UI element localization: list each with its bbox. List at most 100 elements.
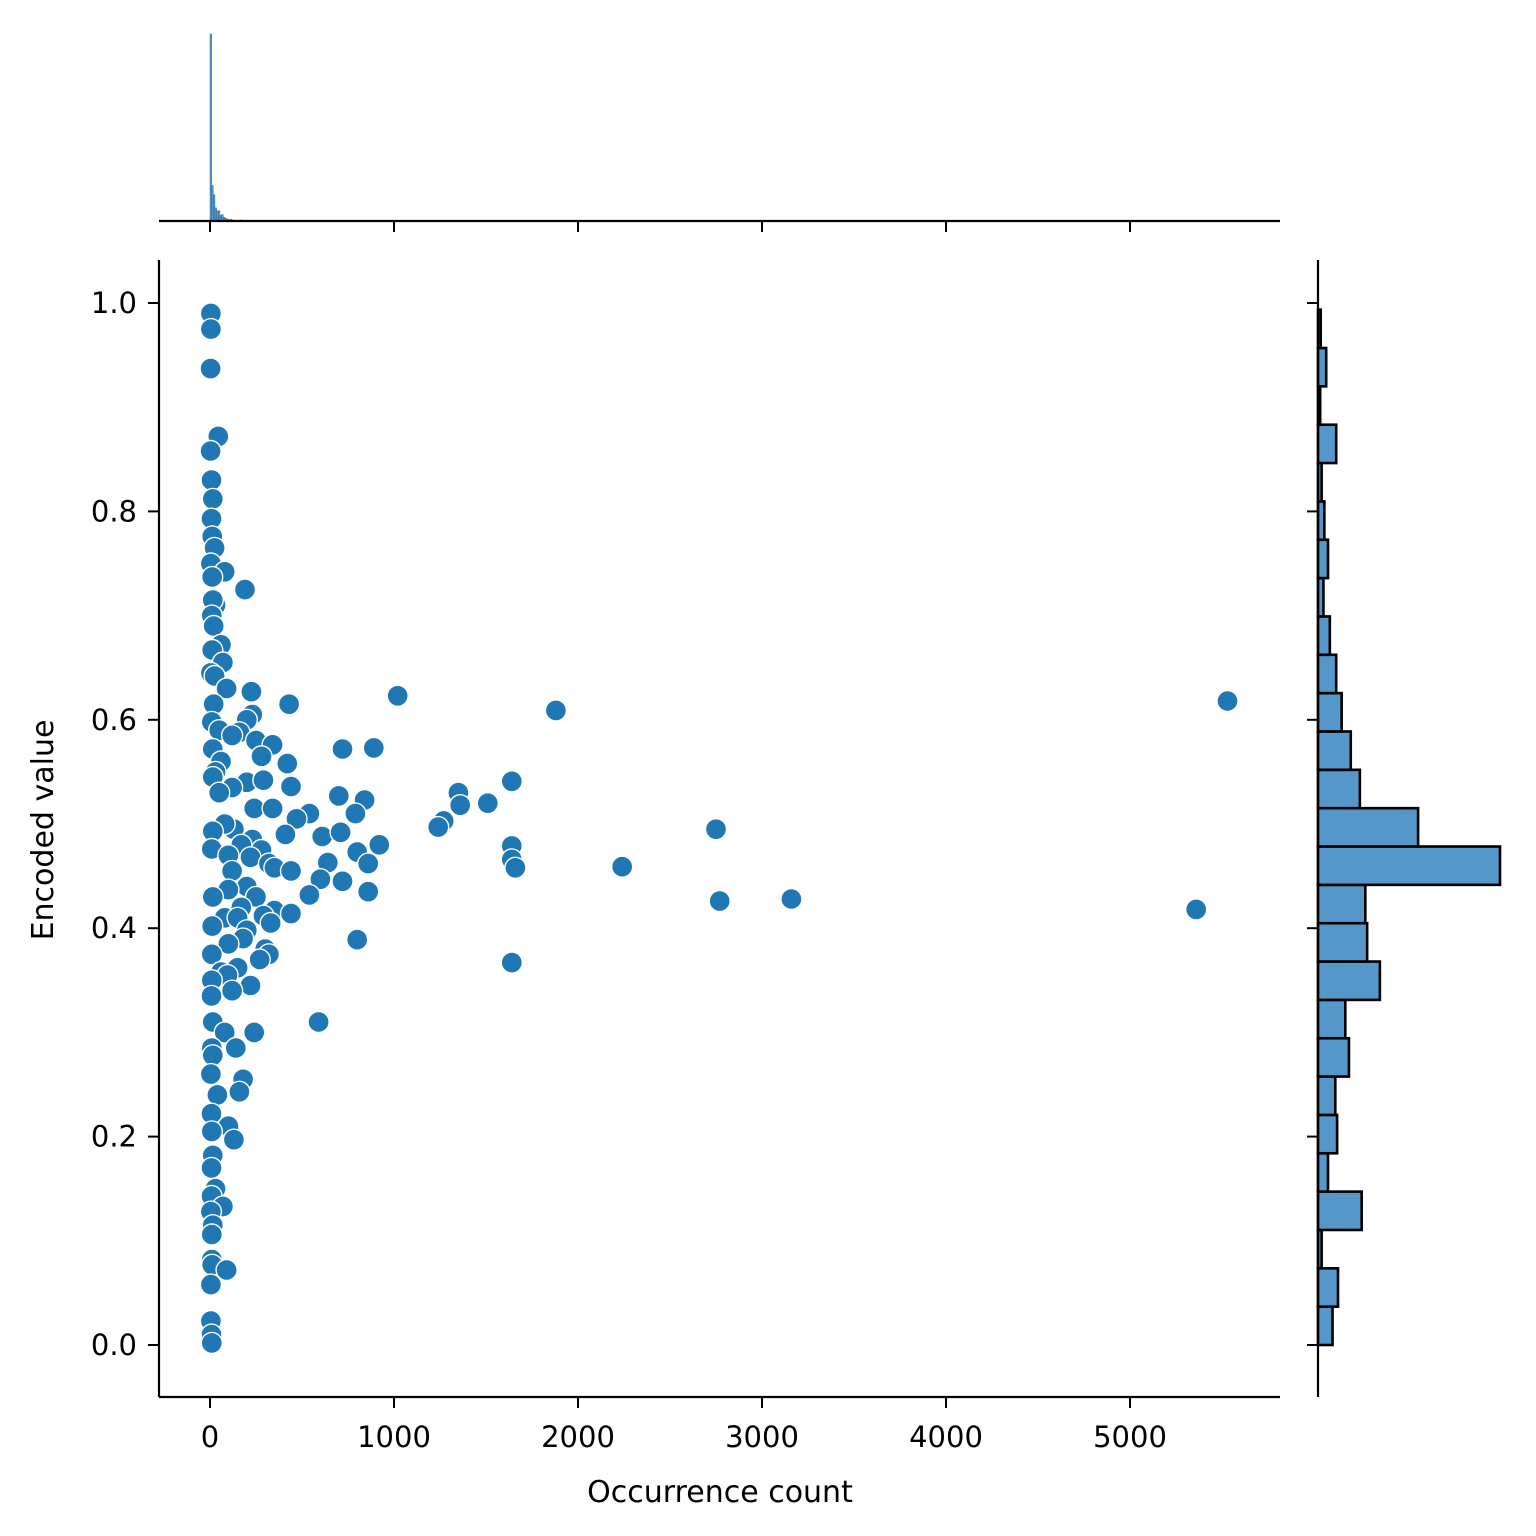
histogram-bar — [1316, 1036, 1351, 1078]
histogram-bar — [1316, 538, 1330, 580]
scatter-points — [199, 302, 1239, 1355]
y-tick-label: 0.4 — [91, 911, 137, 945]
data-point — [199, 439, 222, 463]
histogram-bar — [1316, 768, 1362, 810]
data-point — [240, 680, 263, 703]
data-point — [368, 833, 391, 856]
histogram-bar — [1316, 806, 1420, 848]
data-point — [344, 802, 367, 825]
data-point — [233, 578, 257, 601]
histogram-bar — [218, 210, 221, 222]
data-point — [1184, 898, 1208, 921]
histogram-bar — [216, 210, 219, 222]
data-point — [199, 357, 222, 380]
histogram-bar — [1316, 1305, 1334, 1347]
data-point — [708, 889, 731, 913]
y-tick-label: 0.2 — [91, 1120, 137, 1154]
data-point — [329, 821, 352, 844]
data-point — [217, 932, 240, 955]
main-axes — [157, 260, 1280, 1399]
marginal-x-histogram — [209, 33, 247, 222]
data-point — [500, 770, 523, 793]
data-point — [298, 883, 321, 907]
histogram-bar — [1316, 1151, 1330, 1193]
data-point — [207, 781, 231, 804]
data-point — [309, 868, 332, 891]
y-tick-label: 0.8 — [91, 494, 137, 528]
data-point — [242, 1021, 266, 1044]
data-point — [279, 775, 303, 798]
data-point — [346, 928, 369, 951]
data-point — [200, 1331, 224, 1355]
data-point — [1216, 689, 1239, 713]
data-point — [220, 979, 244, 1002]
histogram-bar — [1316, 1190, 1363, 1232]
data-point — [704, 818, 728, 841]
histogram-bar — [1316, 346, 1328, 388]
histogram-bar — [213, 194, 216, 222]
data-point — [279, 859, 303, 883]
x-tick-label: 3000 — [725, 1420, 799, 1454]
histogram-bar — [1316, 423, 1338, 465]
data-point — [476, 792, 499, 815]
histogram-bar — [1316, 921, 1369, 963]
histogram-bar — [214, 207, 217, 222]
data-point — [213, 1021, 236, 1044]
data-point — [331, 870, 354, 893]
histogram-bar — [211, 185, 214, 222]
histogram-bar — [1316, 845, 1502, 887]
x-tick-label: 1000 — [357, 1420, 431, 1454]
data-point — [201, 487, 225, 511]
data-point — [201, 1044, 225, 1067]
data-point — [780, 887, 803, 911]
data-point — [215, 1258, 238, 1282]
histogram-bar — [1316, 691, 1343, 733]
data-point — [285, 807, 308, 830]
data-point — [261, 797, 284, 820]
data-point — [200, 984, 223, 1008]
data-point — [279, 902, 303, 925]
histogram-bar — [1316, 883, 1367, 925]
data-point — [357, 852, 380, 875]
x-axis-label: Occurrence count — [587, 1475, 853, 1510]
data-point — [200, 1156, 223, 1180]
data-point — [248, 948, 271, 971]
histogram-bar — [1316, 615, 1332, 657]
marginal-y-histogram — [1316, 308, 1502, 1347]
data-point — [200, 943, 224, 966]
data-point — [222, 1128, 246, 1151]
data-point — [252, 769, 275, 792]
y-tick-label: 1.0 — [91, 286, 137, 320]
data-point — [199, 317, 223, 341]
data-point — [504, 856, 527, 879]
data-point — [427, 815, 450, 839]
data-point — [199, 1273, 223, 1296]
x-axis-ticks: 0 1000 2000 3000 4000 5000 — [201, 1397, 1167, 1454]
histogram-bar — [209, 33, 212, 222]
data-point — [250, 745, 273, 768]
x-tick-label: 0 — [201, 1420, 219, 1454]
data-point — [307, 1010, 330, 1034]
data-point — [200, 565, 224, 589]
data-point — [259, 911, 282, 935]
y-axis-ticks: 0.0 0.2 0.4 0.6 0.8 1.0 — [91, 286, 159, 1362]
histogram-bar — [1316, 998, 1347, 1040]
data-point — [386, 684, 409, 707]
data-point — [274, 823, 297, 846]
data-point — [239, 974, 262, 997]
marginal-y-axis — [1307, 260, 1320, 1397]
x-tick-label: 5000 — [1093, 1420, 1167, 1454]
histogram-bar — [1316, 1267, 1340, 1308]
x-tick-label: 4000 — [909, 1420, 983, 1454]
histogram-bar — [1316, 730, 1353, 772]
histogram-bar — [1316, 960, 1382, 1002]
data-point — [357, 880, 380, 903]
histogram-bar — [1316, 653, 1338, 695]
data-point — [311, 825, 334, 848]
data-point — [362, 736, 385, 760]
x-tick-label: 2000 — [541, 1420, 615, 1454]
histogram-bar — [1316, 1113, 1339, 1155]
data-point — [220, 724, 244, 747]
y-tick-label: 0.0 — [91, 1328, 137, 1362]
